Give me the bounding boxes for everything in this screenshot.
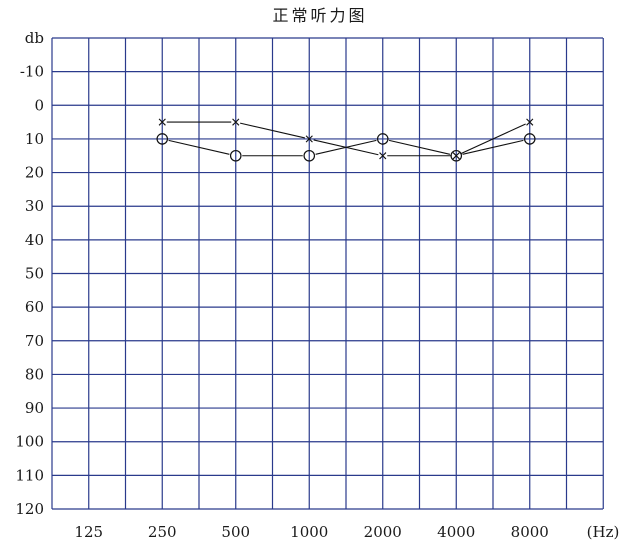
- x-marker-stroke: [305, 135, 313, 143]
- x-marker-stroke: [379, 152, 387, 160]
- series-o-segment: [462, 139, 524, 155]
- x-axis-labels: 125 250 500 1000 2000 4000 8000 (Hz): [74, 523, 619, 541]
- grid: [51, 37, 604, 510]
- x-marker-stroke: [526, 118, 534, 126]
- y-tick-label: 40: [25, 231, 44, 249]
- x-tick-label: 2000: [364, 523, 402, 541]
- y-tick-label: 120: [15, 500, 44, 518]
- series-markers: [156, 118, 536, 162]
- series-o-point: [229, 149, 242, 162]
- y-tick-label: 0: [34, 96, 44, 114]
- series-o-point: [303, 149, 316, 162]
- y-axis-unit-label: db: [25, 29, 44, 47]
- y-tick-label: 80: [25, 365, 44, 383]
- y-tick-label: 110: [15, 466, 44, 484]
- y-tick-label: 60: [25, 298, 44, 316]
- x-axis-unit-label: (Hz): [587, 523, 620, 541]
- series-x-point: [379, 152, 387, 160]
- y-tick-label: 20: [25, 164, 44, 182]
- y-tick-label: 70: [25, 332, 44, 350]
- series-x-point: [452, 152, 460, 160]
- series-x-point: [232, 118, 240, 126]
- y-tick-label: 30: [25, 197, 44, 215]
- series-x-segment: [240, 122, 305, 139]
- series-o-segment: [168, 139, 230, 155]
- series-x-point: [305, 135, 313, 143]
- series-x-point: [526, 118, 534, 126]
- series-o-point: [376, 133, 389, 145]
- x-tick-label: 1000: [290, 523, 328, 541]
- x-tick-label: 125: [74, 523, 103, 541]
- series-o-segment: [388, 139, 451, 155]
- series-o-point: [450, 149, 463, 162]
- y-axis-labels: db -10 0 10 20 30 40 50 60 70 80 90 100 110 120: [15, 29, 44, 518]
- y-tick-label: 10: [25, 130, 44, 148]
- chart-title: 正常听力图: [272, 6, 368, 25]
- x-marker-stroke: [232, 118, 240, 126]
- x-marker-stroke: [452, 152, 460, 160]
- y-tick-label: 100: [15, 433, 44, 451]
- y-tick-label: -10: [20, 63, 44, 81]
- series-lines: [166, 121, 526, 157]
- series-x-segment: [460, 123, 526, 155]
- x-tick-label: 4000: [437, 523, 475, 541]
- y-tick-label: 50: [25, 265, 44, 283]
- x-tick-label: 500: [221, 523, 250, 541]
- series-o-segment: [315, 139, 377, 155]
- series-o-point: [523, 133, 536, 145]
- x-tick-label: 250: [148, 523, 177, 541]
- x-marker-stroke: [158, 118, 166, 126]
- x-tick-label: 8000: [511, 523, 549, 541]
- series-o-point: [156, 133, 169, 145]
- series-x-point: [158, 118, 166, 126]
- y-tick-label: 90: [25, 399, 44, 417]
